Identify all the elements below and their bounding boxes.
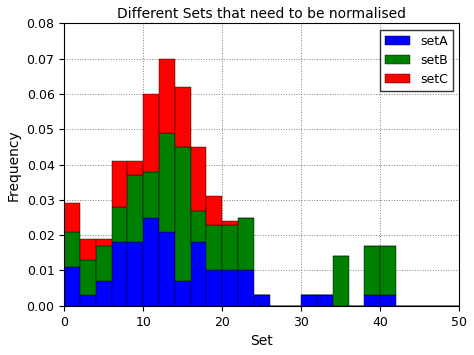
Bar (254, 295, 270, 306)
Bar (64, 267, 80, 306)
Bar (238, 271, 254, 306)
Bar (206, 225, 222, 271)
Bar (159, 59, 175, 133)
Y-axis label: Frequency: Frequency (7, 129, 21, 201)
Title: Different Sets that need to be normalised: Different Sets that need to be normalise… (117, 7, 406, 21)
Bar (96, 239, 111, 246)
Bar (191, 242, 206, 306)
Bar (365, 295, 380, 306)
Bar (333, 256, 348, 306)
Bar (128, 175, 143, 242)
Bar (222, 221, 238, 225)
Bar (80, 239, 96, 260)
Bar (175, 281, 191, 306)
Bar (143, 172, 159, 218)
Bar (128, 242, 143, 306)
Bar (222, 225, 238, 271)
Bar (222, 271, 238, 306)
Bar (143, 218, 159, 306)
Bar (143, 94, 159, 172)
Bar (159, 232, 175, 306)
Bar (96, 246, 111, 281)
Bar (380, 295, 396, 306)
Bar (301, 295, 317, 306)
Bar (380, 246, 396, 295)
Bar (128, 161, 143, 175)
Bar (191, 211, 206, 242)
Bar (111, 207, 128, 242)
Bar (206, 196, 222, 225)
Bar (175, 87, 191, 147)
Bar (111, 161, 128, 207)
Bar (191, 147, 206, 211)
Bar (111, 242, 128, 306)
Bar (238, 218, 254, 271)
Bar (317, 295, 333, 306)
Bar (96, 281, 111, 306)
X-axis label: Set: Set (250, 334, 273, 348)
Bar (365, 246, 380, 295)
Bar (64, 203, 80, 232)
Bar (159, 133, 175, 232)
Bar (64, 232, 80, 267)
Bar (80, 260, 96, 295)
Legend: setA, setB, setC: setA, setB, setC (380, 30, 453, 91)
Bar (80, 295, 96, 306)
Bar (175, 147, 191, 281)
Bar (206, 271, 222, 306)
